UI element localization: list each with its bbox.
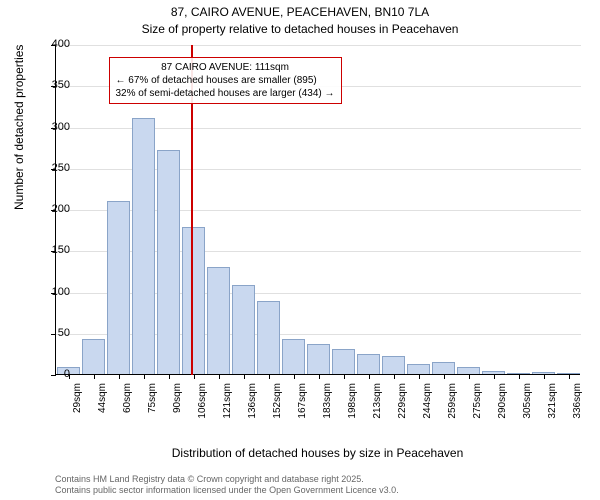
histogram-bar <box>307 344 331 374</box>
x-tick-label: 106sqm <box>197 383 208 433</box>
x-tick <box>394 374 395 379</box>
x-tick <box>419 374 420 379</box>
x-tick <box>119 374 120 379</box>
annotation-line: 32% of semi-detached houses are larger (… <box>116 87 335 100</box>
x-tick-label: 121sqm <box>222 383 233 433</box>
y-tick-label: 150 <box>40 244 70 256</box>
histogram-bar <box>332 349 356 374</box>
histogram-bar <box>82 339 106 374</box>
x-tick <box>319 374 320 379</box>
y-tick-label: 250 <box>40 162 70 174</box>
x-tick-label: 29sqm <box>72 383 83 433</box>
x-tick-label: 60sqm <box>122 383 133 433</box>
y-tick-label: 300 <box>40 121 70 133</box>
y-tick-label: 200 <box>40 203 70 215</box>
x-tick <box>519 374 520 379</box>
x-tick-label: 213sqm <box>372 383 383 433</box>
x-tick-label: 275sqm <box>472 383 483 433</box>
chart-subtitle: Size of property relative to detached ho… <box>0 22 600 36</box>
histogram-bar <box>132 118 156 374</box>
x-tick-label: 290sqm <box>497 383 508 433</box>
x-tick <box>369 374 370 379</box>
histogram-bar <box>182 227 206 374</box>
histogram-bar <box>157 150 181 374</box>
y-axis-label: Number of detached properties <box>12 45 26 210</box>
x-tick <box>294 374 295 379</box>
y-tick-label: 0 <box>40 368 70 380</box>
x-tick-label: 259sqm <box>447 383 458 433</box>
annotation-line: ← 67% of detached houses are smaller (89… <box>116 74 335 87</box>
histogram-bar <box>282 339 306 374</box>
x-tick <box>169 374 170 379</box>
histogram-bar <box>232 285 256 374</box>
x-tick <box>494 374 495 379</box>
x-tick <box>244 374 245 379</box>
histogram-bar <box>357 354 381 374</box>
x-tick-label: 305sqm <box>522 383 533 433</box>
x-tick <box>344 374 345 379</box>
annotation-box: 87 CAIRO AVENUE: 111sqm← 67% of detached… <box>109 57 342 104</box>
x-tick-label: 75sqm <box>147 383 158 433</box>
x-tick <box>94 374 95 379</box>
x-tick <box>219 374 220 379</box>
x-tick <box>269 374 270 379</box>
x-tick-label: 152sqm <box>272 383 283 433</box>
y-tick-label: 50 <box>40 327 70 339</box>
x-tick-label: 321sqm <box>547 383 558 433</box>
x-tick-label: 136sqm <box>247 383 258 433</box>
footer-line-1: Contains HM Land Registry data © Crown c… <box>55 474 399 485</box>
chart-container: 87 CAIRO AVENUE: 111sqm← 67% of detached… <box>55 45 580 415</box>
x-tick <box>544 374 545 379</box>
x-tick <box>144 374 145 379</box>
histogram-bar <box>207 267 231 374</box>
x-tick-label: 198sqm <box>347 383 358 433</box>
y-tick-label: 350 <box>40 79 70 91</box>
annotation-line: 87 CAIRO AVENUE: 111sqm <box>116 61 335 74</box>
footer-attribution: Contains HM Land Registry data © Crown c… <box>55 474 399 496</box>
chart-title: 87, CAIRO AVENUE, PEACEHAVEN, BN10 7LA <box>0 5 600 19</box>
x-tick-label: 44sqm <box>97 383 108 433</box>
histogram-bar <box>432 362 456 374</box>
y-gridline <box>56 45 581 46</box>
histogram-bar <box>407 364 431 374</box>
x-tick-label: 183sqm <box>322 383 333 433</box>
plot-area: 87 CAIRO AVENUE: 111sqm← 67% of detached… <box>55 45 580 375</box>
x-tick-label: 229sqm <box>397 383 408 433</box>
histogram-bar <box>107 201 131 374</box>
footer-line-2: Contains public sector information licen… <box>55 485 399 496</box>
y-tick-label: 400 <box>40 38 70 50</box>
x-tick-label: 90sqm <box>172 383 183 433</box>
histogram-bar <box>457 367 481 374</box>
x-tick <box>444 374 445 379</box>
x-tick <box>194 374 195 379</box>
x-tick <box>469 374 470 379</box>
y-tick-label: 100 <box>40 286 70 298</box>
histogram-bar <box>382 356 406 374</box>
x-tick-label: 244sqm <box>422 383 433 433</box>
histogram-bar <box>257 301 281 374</box>
x-tick-label: 167sqm <box>297 383 308 433</box>
x-tick-label: 336sqm <box>572 383 583 433</box>
x-axis-label: Distribution of detached houses by size … <box>55 446 580 460</box>
x-tick <box>569 374 570 379</box>
